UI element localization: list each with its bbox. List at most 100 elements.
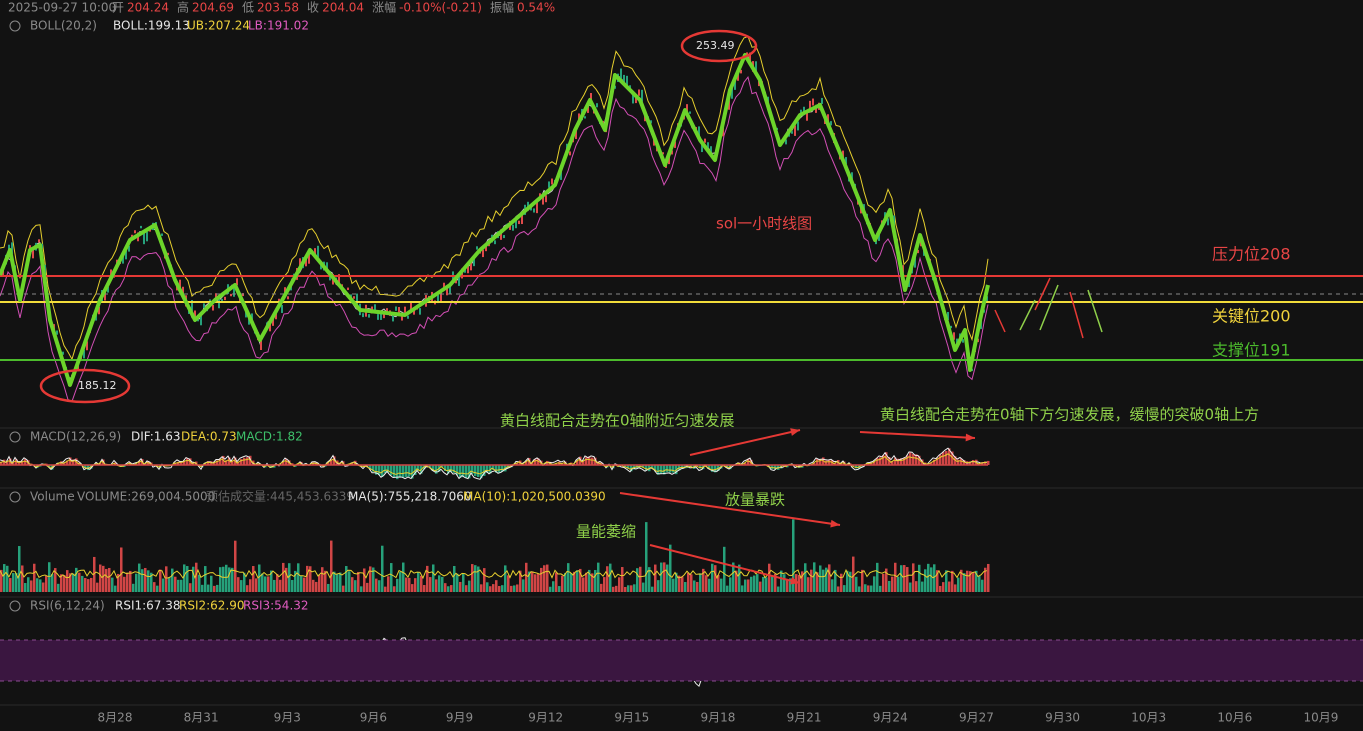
volume-bar: [906, 567, 909, 592]
volume-bar: [966, 570, 969, 592]
candle: [791, 131, 793, 134]
volume-bar: [960, 569, 963, 592]
volume-bar: [405, 577, 408, 592]
volume-bar: [231, 567, 234, 592]
volume-bar: [105, 568, 108, 592]
volume-bar: [213, 585, 216, 592]
volume-bar: [30, 580, 33, 592]
volume-bar: [138, 563, 141, 592]
volume-note: 量能萎缩: [576, 523, 636, 541]
candle: [560, 170, 562, 180]
volume-bar: [903, 565, 906, 592]
volume-bar: [222, 566, 225, 592]
support-label: 支撑位191: [1212, 341, 1291, 360]
macd-bar: [453, 465, 456, 473]
candle: [953, 332, 955, 340]
low-circle: [39, 368, 131, 404]
volume-bar: [711, 563, 714, 592]
volume-bar: [867, 585, 870, 592]
volume-bar: [141, 569, 144, 592]
volume-bar: [72, 573, 75, 592]
volume-bar: [843, 585, 846, 592]
volume-bar: [678, 575, 681, 592]
volume-bar: [417, 572, 420, 592]
macd-bar: [231, 460, 234, 465]
volume-bar: [312, 579, 315, 592]
macd-bar: [957, 459, 960, 465]
candle: [32, 248, 34, 259]
volume-bar: [783, 574, 786, 592]
header-label: 振幅: [490, 0, 514, 15]
volume-bar: [408, 577, 411, 592]
volume-bar: [126, 572, 129, 592]
macd-bar: [981, 462, 984, 465]
toggle-icon[interactable]: [9, 20, 21, 32]
candle: [710, 146, 712, 153]
candle: [314, 248, 316, 258]
macd-bar: [630, 465, 633, 472]
candle: [233, 286, 235, 297]
header-value: 204.04: [322, 1, 364, 15]
volume-bar: [453, 566, 456, 592]
macd-bar: [768, 465, 771, 468]
rsi3: RSI3:54.32: [243, 599, 309, 613]
volume-bar: [750, 576, 753, 592]
datetime: 2025-09-27 10:00: [8, 1, 116, 15]
header-value: 204.24: [127, 1, 169, 15]
volume-bar: [486, 582, 489, 592]
volume-bar: [933, 564, 936, 592]
toggle-icon[interactable]: [9, 431, 21, 443]
toggle-icon[interactable]: [9, 491, 21, 503]
macd-bar: [690, 465, 693, 468]
volume-bar: [426, 565, 429, 592]
candle: [797, 121, 799, 131]
candle: [260, 340, 262, 350]
volume-bar: [447, 586, 450, 592]
volume-bar: [171, 568, 174, 592]
volume-bar: [522, 579, 525, 592]
macd-bar: [378, 465, 381, 475]
volume-bar: [387, 576, 390, 592]
boll-lb: LB:191.02: [248, 19, 309, 33]
volume-bar: [372, 567, 375, 592]
volume-bar: [480, 584, 483, 592]
macd-bar: [459, 465, 462, 478]
candle: [731, 87, 733, 99]
candle: [305, 257, 307, 267]
volume-bar: [474, 565, 477, 592]
candle: [821, 97, 823, 104]
volume-bar: [564, 572, 567, 592]
volume-bar: [270, 570, 273, 592]
x-tick-label: 10月3: [1131, 711, 1166, 725]
candle: [215, 293, 217, 298]
macd-bar: [534, 459, 537, 465]
volume-bar: [771, 575, 774, 592]
volume-bar: [723, 546, 726, 592]
candle: [536, 202, 538, 214]
volume-bar: [162, 578, 165, 592]
boll-mid: BOLL:199.13: [113, 19, 190, 33]
header-label: 收: [307, 1, 319, 15]
volume-bar: [708, 578, 711, 592]
volume-bar: [291, 579, 294, 592]
toggle-icon[interactable]: [9, 600, 21, 612]
candle: [701, 142, 703, 153]
candle: [107, 286, 109, 293]
candle: [125, 250, 127, 260]
candle: [308, 254, 310, 264]
macd-bar: [498, 465, 501, 473]
rsi-name: RSI(6,12,24): [30, 599, 105, 613]
candle: [191, 300, 193, 311]
macd-bar: [435, 465, 438, 474]
volume-bar: [444, 583, 447, 592]
macd-bar: [177, 461, 180, 465]
macd-bar: [933, 459, 936, 465]
candle: [284, 287, 286, 294]
volume-bar: [756, 574, 759, 592]
volume-bar: [672, 578, 675, 592]
candle: [146, 231, 148, 242]
macd-bar: [816, 459, 819, 465]
volume-bar: [693, 580, 696, 592]
candle: [632, 93, 634, 104]
